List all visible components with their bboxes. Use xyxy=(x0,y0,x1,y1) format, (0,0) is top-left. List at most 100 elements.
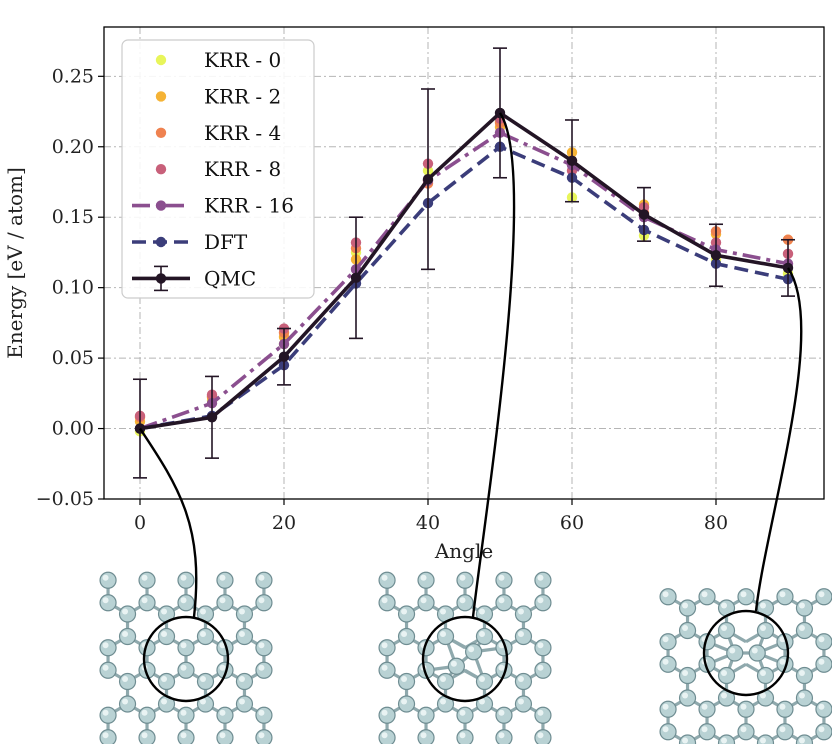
atom-highlight xyxy=(478,608,485,615)
atom-highlight xyxy=(740,703,747,710)
atom-highlight xyxy=(450,660,457,667)
atom xyxy=(235,695,254,713)
atom-highlight xyxy=(662,636,669,643)
atom-highlight xyxy=(798,737,805,744)
atom-highlight xyxy=(161,631,168,637)
atom xyxy=(815,588,832,606)
x-tick-label: 20 xyxy=(272,512,296,534)
atom-highlight xyxy=(682,602,689,609)
atom xyxy=(756,666,775,685)
highlight-circle xyxy=(142,615,230,703)
atom-highlight xyxy=(662,658,669,665)
atom xyxy=(177,706,195,724)
atom-highlight xyxy=(122,631,129,637)
legend-item: KRR - 4 xyxy=(155,121,281,145)
atom xyxy=(534,571,552,589)
atom-highlight xyxy=(219,574,226,581)
atom xyxy=(447,657,465,675)
atom-highlight xyxy=(440,608,447,615)
atom-highlight xyxy=(779,726,786,733)
atom-highlight xyxy=(219,732,226,739)
legend-marker xyxy=(155,164,167,175)
y-axis-label: Energy [eV / atom] xyxy=(3,167,27,359)
legend-marker xyxy=(155,236,167,248)
atom-highlight xyxy=(180,597,187,604)
atom-highlight xyxy=(440,698,447,705)
atom-highlight xyxy=(459,597,466,604)
atom-highlight xyxy=(740,591,747,598)
atom xyxy=(417,594,435,612)
highlight-circle xyxy=(421,615,509,703)
atom xyxy=(495,706,513,724)
atom-highlight xyxy=(721,737,728,744)
atom xyxy=(456,571,474,589)
atom xyxy=(255,594,273,612)
atom xyxy=(216,594,234,612)
atom-highlight xyxy=(498,732,505,739)
atom-highlight xyxy=(381,574,388,581)
atom-highlight xyxy=(459,709,466,716)
atom-highlight xyxy=(537,574,544,581)
atom-highlight xyxy=(141,709,148,716)
atoms xyxy=(99,571,273,744)
legend-label: KRR - 4 xyxy=(204,121,281,145)
atom-highlight xyxy=(779,658,786,665)
atom-highlight xyxy=(537,709,544,716)
atom xyxy=(397,672,416,691)
atom xyxy=(397,695,416,713)
legend-item: KRR - 16 xyxy=(132,194,294,218)
atom xyxy=(795,621,814,640)
y-tick-label: 0.25 xyxy=(52,65,94,87)
atom xyxy=(534,661,552,679)
atom-highlight xyxy=(141,732,148,739)
atom xyxy=(378,571,396,589)
atom xyxy=(216,571,234,589)
legend-label: KRR - 0 xyxy=(204,48,281,72)
atom xyxy=(726,644,744,662)
atom xyxy=(659,633,677,651)
atom xyxy=(99,639,117,657)
atom xyxy=(815,723,832,741)
data-point xyxy=(710,250,722,261)
atom-highlight xyxy=(122,676,129,682)
atom xyxy=(436,672,455,691)
legend-item: KRR - 2 xyxy=(155,84,281,108)
atom-highlight xyxy=(798,692,805,699)
atom-highlight xyxy=(517,631,524,637)
atom xyxy=(737,588,755,606)
legend-label: KRR - 2 xyxy=(204,84,281,108)
atom xyxy=(417,571,435,589)
legend-marker xyxy=(155,273,167,284)
atom xyxy=(776,723,794,741)
atom-highlight xyxy=(818,591,825,598)
atom-highlight xyxy=(498,574,505,581)
atom xyxy=(495,571,513,589)
y-tick-label: 0.15 xyxy=(52,206,94,228)
atom xyxy=(378,639,396,657)
legend-item: DFT xyxy=(132,230,248,254)
atom-highlight xyxy=(701,726,708,733)
atom xyxy=(514,627,533,646)
atom-highlight xyxy=(721,670,728,676)
atom-highlight xyxy=(219,597,226,604)
atom-highlight xyxy=(662,726,669,733)
atom-highlight xyxy=(161,608,168,615)
y-tick-label: 0.05 xyxy=(52,347,94,369)
atom-highlight xyxy=(818,703,825,710)
atom-highlight xyxy=(258,709,265,716)
atom-highlight xyxy=(759,692,766,699)
atom-highlight xyxy=(258,664,265,671)
atom-highlight xyxy=(537,642,544,649)
atom xyxy=(255,661,273,679)
atom-highlight xyxy=(798,602,805,609)
atom-highlight xyxy=(779,636,786,643)
atom xyxy=(475,627,494,646)
series-qmc xyxy=(133,47,795,479)
atom-highlight xyxy=(180,664,187,671)
x-tick-label: 80 xyxy=(704,512,728,534)
atom-highlight xyxy=(238,676,245,682)
atom xyxy=(698,700,716,718)
y-tick-label: 0.00 xyxy=(52,418,94,440)
atom xyxy=(216,706,234,724)
atom-highlight xyxy=(779,591,786,598)
